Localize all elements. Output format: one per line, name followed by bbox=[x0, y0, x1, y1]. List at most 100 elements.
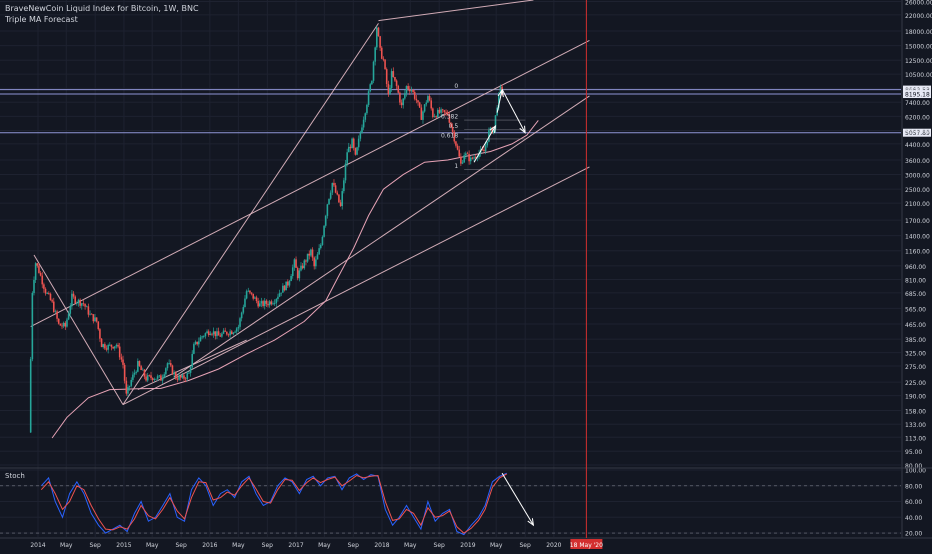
candle-body bbox=[71, 293, 73, 307]
candle-body bbox=[122, 359, 124, 365]
x-tick-label: May bbox=[146, 542, 159, 549]
candle-body bbox=[402, 98, 404, 106]
candle-body bbox=[80, 303, 83, 306]
y-tick-label: 1160.00 bbox=[905, 249, 930, 256]
candle-body bbox=[433, 116, 436, 118]
candle-body bbox=[184, 378, 187, 380]
date-marker-label: 18 May '20 bbox=[570, 542, 603, 549]
y-tick-label: 810.00 bbox=[905, 277, 926, 284]
candle-body bbox=[249, 290, 251, 293]
candle-body bbox=[135, 371, 137, 373]
candle-body bbox=[258, 303, 261, 307]
candle-body bbox=[128, 385, 131, 388]
candle-body bbox=[376, 27, 378, 48]
candle-body bbox=[453, 131, 456, 142]
candle-body bbox=[275, 299, 278, 304]
candle-body bbox=[458, 149, 461, 157]
stoch-label: Stoch bbox=[5, 472, 25, 480]
candle-body bbox=[351, 138, 353, 149]
candle-body bbox=[374, 47, 376, 62]
candle-body bbox=[82, 303, 85, 305]
candle-body bbox=[227, 334, 230, 336]
candle-body bbox=[117, 344, 119, 347]
candle-body bbox=[212, 331, 215, 335]
stoch-tick-label: 20.00 bbox=[905, 531, 922, 538]
candle-body bbox=[494, 115, 497, 129]
candle-body bbox=[105, 348, 108, 350]
x-tick-label: May bbox=[232, 542, 245, 549]
candle-body bbox=[471, 157, 474, 159]
candle-body bbox=[165, 368, 167, 375]
candle-body bbox=[244, 298, 246, 308]
candle-body bbox=[113, 346, 116, 349]
candle-body bbox=[296, 267, 299, 279]
candle-body bbox=[219, 335, 222, 337]
y-tick-label: 1400.00 bbox=[905, 234, 930, 241]
candle-body bbox=[272, 303, 274, 305]
candle-body bbox=[385, 69, 388, 84]
candle-body bbox=[334, 185, 337, 193]
candle-body bbox=[382, 58, 385, 60]
candle-body bbox=[329, 192, 332, 199]
candle-body bbox=[405, 86, 408, 94]
candle-body bbox=[77, 299, 80, 303]
candle-body bbox=[67, 313, 70, 320]
fib-levels: 0 0.382 0.5 0.618 1 bbox=[441, 83, 526, 170]
candle-body bbox=[285, 281, 287, 291]
stoch-tick-label: 100.00 bbox=[905, 468, 926, 475]
stoch-forecast-arrow bbox=[501, 472, 534, 526]
candle-body bbox=[420, 107, 423, 120]
candle-body bbox=[245, 291, 248, 299]
candle-body bbox=[100, 338, 103, 348]
y-tick-label: 3600.00 bbox=[905, 158, 930, 165]
y-tick-label: 565.00 bbox=[905, 306, 926, 313]
candle-body bbox=[189, 367, 192, 373]
candle-body bbox=[110, 344, 113, 347]
chart-title: BraveNewCoin Liquid Index for Bitcoin, 1… bbox=[5, 4, 199, 13]
y-tick-label: 325.00 bbox=[905, 351, 926, 358]
candle-body bbox=[288, 281, 291, 286]
candle-body bbox=[443, 110, 446, 113]
candle-body bbox=[438, 109, 441, 113]
candle-body bbox=[74, 296, 77, 304]
candle-body bbox=[57, 318, 60, 324]
candle-body bbox=[501, 86, 503, 92]
candle-body bbox=[469, 157, 472, 162]
candle-body bbox=[493, 128, 495, 134]
candle-body bbox=[437, 109, 439, 118]
candle-body bbox=[133, 372, 136, 375]
forecast-arrow-head bbox=[497, 88, 504, 98]
candle-body bbox=[448, 114, 451, 123]
candle-body bbox=[232, 332, 235, 335]
candle-body bbox=[191, 353, 194, 368]
x-tick-label: 2019 bbox=[460, 542, 475, 549]
trendline bbox=[378, 0, 534, 22]
candle-body bbox=[107, 344, 109, 350]
x-tick-label: 2016 bbox=[202, 542, 217, 549]
candle-body bbox=[145, 376, 147, 381]
candle-body bbox=[488, 130, 490, 142]
candle-body bbox=[328, 198, 330, 205]
candle-body bbox=[372, 61, 375, 81]
y-tick-label: 26000.00 bbox=[905, 0, 932, 7]
candle-body bbox=[366, 104, 368, 114]
price-label: 5057.89 bbox=[905, 130, 930, 137]
candle-body bbox=[318, 248, 320, 255]
trendline bbox=[122, 166, 590, 406]
price-label-badge bbox=[903, 90, 931, 99]
candle-body bbox=[234, 331, 236, 333]
candle-body bbox=[229, 331, 231, 336]
candle-body bbox=[339, 202, 342, 207]
candle-body bbox=[196, 341, 198, 345]
candle-body bbox=[216, 331, 218, 337]
candle-body bbox=[239, 318, 241, 327]
candle-body bbox=[338, 194, 340, 203]
stoch-tick-label: 60.00 bbox=[905, 499, 922, 506]
moving-average bbox=[51, 120, 539, 439]
candle-body bbox=[412, 89, 414, 92]
candle-body bbox=[89, 313, 91, 315]
y-tick-label: 465.00 bbox=[905, 322, 926, 329]
candle-body bbox=[336, 192, 339, 195]
candle-body bbox=[160, 375, 162, 381]
